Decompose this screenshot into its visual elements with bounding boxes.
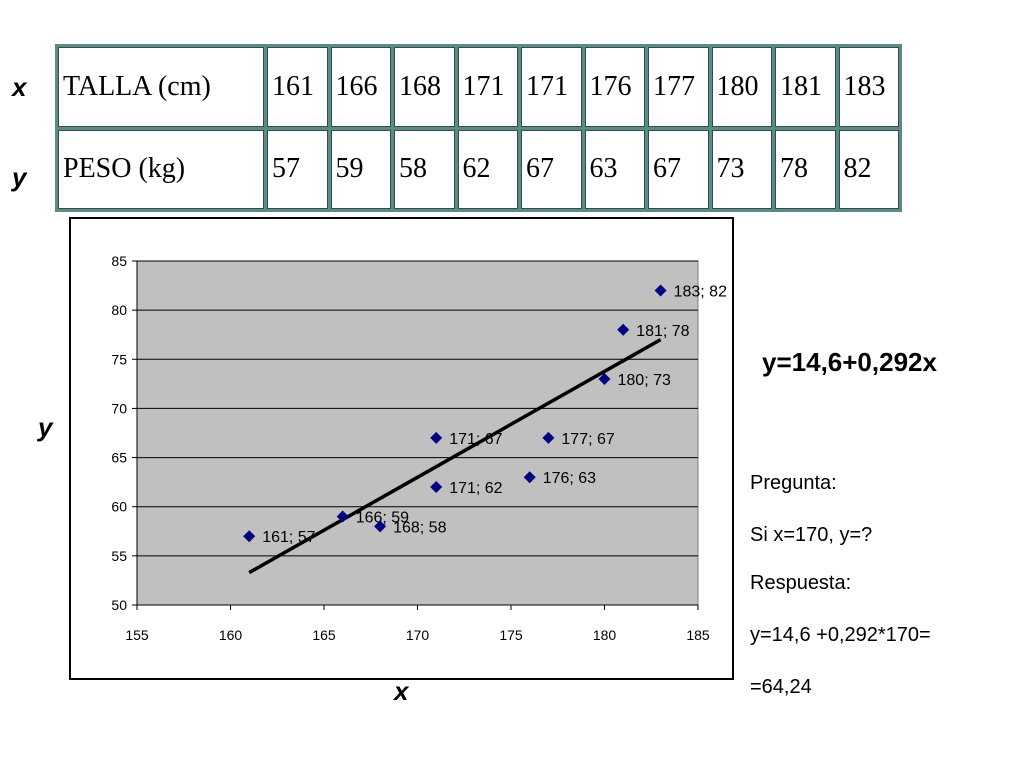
y-tick-label: 80 bbox=[111, 302, 127, 318]
data-point-label: 177; 67 bbox=[561, 431, 614, 448]
x-tick-label: 165 bbox=[312, 627, 336, 643]
x-tick-label: 185 bbox=[686, 627, 710, 643]
data-point-marker bbox=[430, 481, 443, 494]
data-point-marker bbox=[243, 530, 256, 543]
peso-cell: 59 bbox=[330, 129, 391, 209]
data-point-label: 180; 73 bbox=[618, 372, 671, 389]
y-tick-label: 85 bbox=[111, 253, 127, 269]
plot-area bbox=[136, 260, 699, 606]
y-tick-label: 70 bbox=[111, 400, 127, 416]
data-point-label: 168; 58 bbox=[393, 519, 446, 536]
peso-cell: 78 bbox=[775, 129, 836, 209]
data-point-label: 181; 78 bbox=[636, 323, 689, 340]
talla-cell: 171 bbox=[457, 47, 518, 127]
x-tick-label: 160 bbox=[219, 627, 243, 643]
data-point-label: 183; 82 bbox=[674, 283, 727, 300]
talla-cell: 183 bbox=[838, 47, 899, 127]
table-header-peso: PESO (kg) bbox=[58, 129, 264, 209]
talla-cell: 177 bbox=[648, 47, 709, 127]
y-tick-label: 65 bbox=[111, 450, 127, 466]
peso-cell: 67 bbox=[648, 129, 709, 209]
data-point-marker bbox=[617, 323, 630, 336]
trendline bbox=[248, 338, 662, 575]
data-point-label: 176; 63 bbox=[543, 470, 596, 487]
y-tick-label: 60 bbox=[111, 499, 127, 515]
talla-cell: 181 bbox=[775, 47, 836, 127]
data-point-label: 166; 59 bbox=[356, 510, 409, 527]
table-row-peso: PESO (kg) 57 59 58 62 67 63 67 73 78 82 bbox=[58, 129, 899, 209]
peso-cell: 82 bbox=[838, 129, 899, 209]
talla-cell: 161 bbox=[267, 47, 328, 127]
chart-frame: 50 55 60 65 70 75 80 85 155 160 165 170 175 180 185 161… bbox=[69, 217, 734, 680]
scatter-chart: 50 55 60 65 70 75 80 85 155 160 165 170 175 180 185 161… bbox=[111, 253, 727, 643]
talla-cell: 180 bbox=[711, 47, 772, 127]
y-tick-label: 50 bbox=[111, 597, 127, 613]
regression-equation: y=14,6+0,292x bbox=[762, 347, 937, 377]
data-point-marker bbox=[374, 520, 387, 533]
talla-cell: 168 bbox=[394, 47, 455, 127]
data-point-marker bbox=[598, 372, 611, 385]
data-table: TALLA (cm) 161 166 168 171 171 176 177 180 181 18… bbox=[55, 44, 902, 212]
data-point-marker bbox=[523, 471, 536, 484]
data-point-label: 171; 62 bbox=[449, 480, 502, 497]
answer-line-1: y=14,6 +0,292*170= bbox=[750, 624, 931, 646]
data-point-label: 161; 57 bbox=[262, 529, 315, 546]
peso-cell: 62 bbox=[457, 129, 518, 209]
table-x-label: x bbox=[12, 72, 27, 102]
data-point-label: 171; 67 bbox=[449, 431, 502, 448]
chart-x-axis-label: x bbox=[394, 676, 409, 706]
x-tick-label: 175 bbox=[499, 627, 523, 643]
x-tick-label: 170 bbox=[406, 627, 430, 643]
question-text: Si x=170, y=? bbox=[750, 524, 873, 546]
talla-cell: 166 bbox=[330, 47, 391, 127]
answer-line-2: =64,24 bbox=[750, 676, 812, 698]
talla-cell: 171 bbox=[521, 47, 582, 127]
answer-title: Respuesta: bbox=[750, 572, 852, 594]
x-tick-label: 180 bbox=[593, 627, 617, 643]
data-point-marker bbox=[654, 284, 667, 297]
data-table-grid: TALLA (cm) 161 166 168 171 171 176 177 180 181 18… bbox=[55, 44, 902, 212]
peso-cell: 67 bbox=[521, 129, 582, 209]
peso-cell: 63 bbox=[584, 129, 645, 209]
peso-cell: 57 bbox=[267, 129, 328, 209]
table-y-label: y bbox=[12, 162, 27, 192]
talla-cell: 176 bbox=[584, 47, 645, 127]
table-header-talla: TALLA (cm) bbox=[58, 47, 264, 127]
peso-cell: 73 bbox=[711, 129, 772, 209]
question-title: Pregunta: bbox=[750, 472, 837, 494]
y-tick-label: 55 bbox=[111, 548, 127, 564]
x-tick-label: 155 bbox=[125, 627, 149, 643]
data-point-marker bbox=[430, 431, 443, 444]
table-row-talla: TALLA (cm) 161 166 168 171 171 176 177 180 181 18… bbox=[58, 47, 899, 127]
data-point-marker bbox=[542, 431, 555, 444]
data-point-marker bbox=[336, 510, 349, 523]
y-tick-label: 75 bbox=[111, 351, 127, 367]
peso-cell: 58 bbox=[394, 129, 455, 209]
chart-y-axis-label: y bbox=[38, 412, 53, 442]
